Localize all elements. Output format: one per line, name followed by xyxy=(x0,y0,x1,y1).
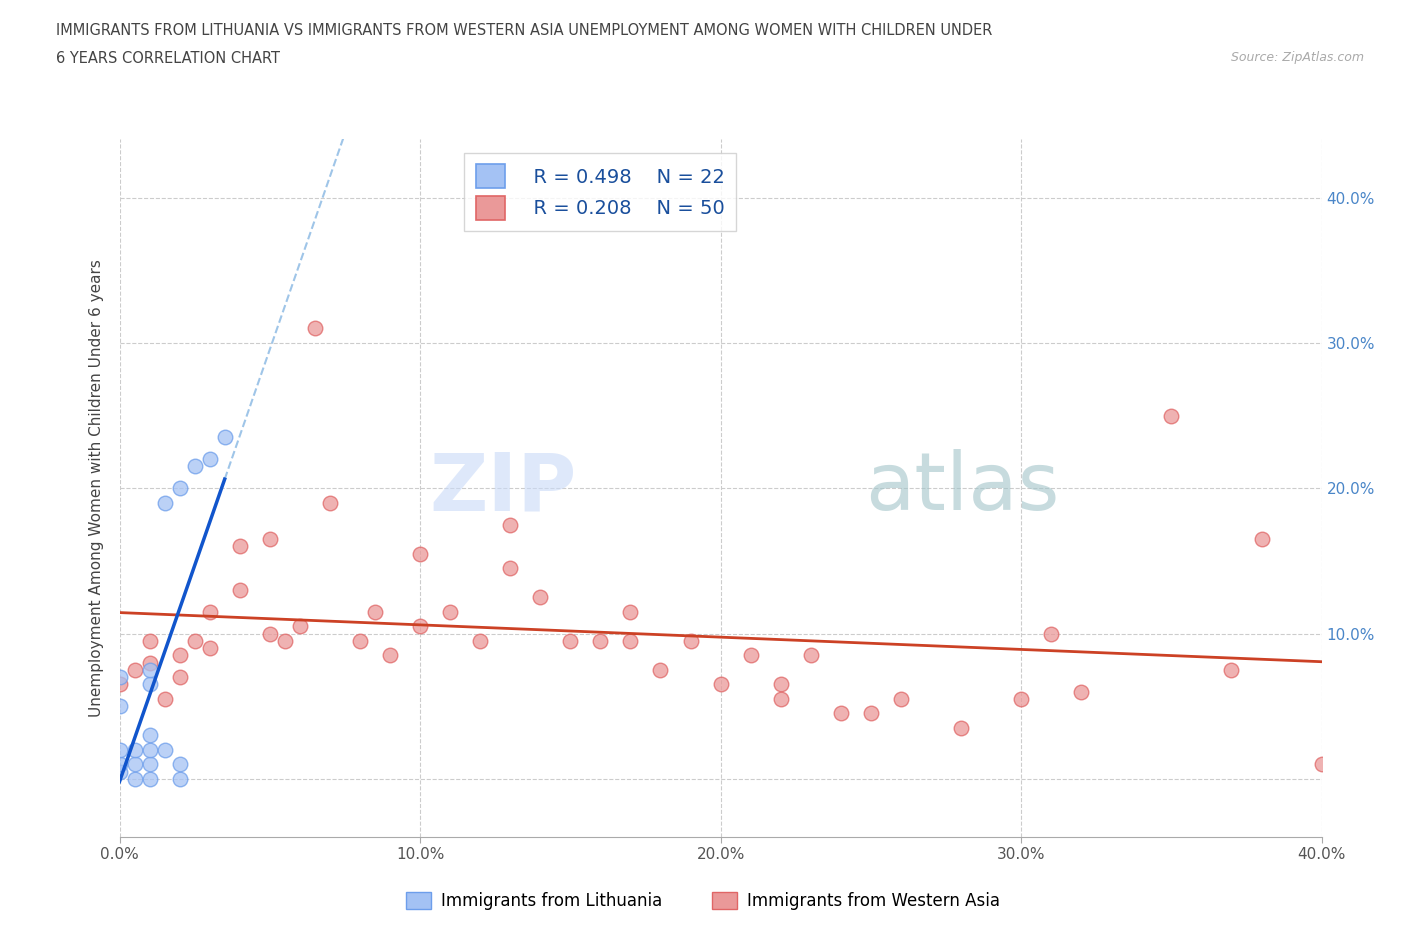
Point xyxy=(439,604,461,619)
Point xyxy=(499,517,522,532)
Point xyxy=(153,692,176,707)
Point xyxy=(138,633,160,648)
Point xyxy=(304,321,326,336)
Point xyxy=(1250,532,1272,547)
Point xyxy=(214,430,236,445)
Point xyxy=(138,662,160,677)
Point xyxy=(679,633,702,648)
Point xyxy=(108,742,131,757)
Point xyxy=(138,742,160,757)
Point xyxy=(769,677,792,692)
Point xyxy=(138,757,160,772)
Point xyxy=(1040,626,1063,641)
Point xyxy=(890,692,912,707)
Point xyxy=(409,618,432,633)
Point xyxy=(183,633,205,648)
Point xyxy=(138,772,160,787)
Point xyxy=(183,459,205,474)
Point xyxy=(859,706,882,721)
Text: atlas: atlas xyxy=(865,449,1059,527)
Point xyxy=(950,721,973,736)
Point xyxy=(153,742,176,757)
Point xyxy=(1010,692,1032,707)
Point xyxy=(169,670,191,684)
Y-axis label: Unemployment Among Women with Children Under 6 years: Unemployment Among Women with Children U… xyxy=(89,259,104,717)
Point xyxy=(499,561,522,576)
Text: Source: ZipAtlas.com: Source: ZipAtlas.com xyxy=(1230,51,1364,64)
Point xyxy=(169,757,191,772)
Point xyxy=(108,757,131,772)
Point xyxy=(138,656,160,671)
Point xyxy=(138,677,160,692)
Point xyxy=(228,582,252,597)
Legend:   R = 0.498    N = 22,   R = 0.208    N = 50: R = 0.498 N = 22, R = 0.208 N = 50 xyxy=(464,153,737,232)
Point xyxy=(709,677,731,692)
Point xyxy=(740,648,762,663)
Point xyxy=(138,728,160,743)
Point xyxy=(619,633,641,648)
Point xyxy=(108,764,131,779)
Point xyxy=(198,641,221,656)
Point xyxy=(124,772,146,787)
Point xyxy=(619,604,641,619)
Point xyxy=(650,662,672,677)
Point xyxy=(364,604,387,619)
Point xyxy=(288,618,311,633)
Point xyxy=(169,481,191,496)
Point xyxy=(124,742,146,757)
Point xyxy=(274,633,297,648)
Point xyxy=(108,670,131,684)
Text: ZIP: ZIP xyxy=(429,449,576,527)
Point xyxy=(409,546,432,561)
Text: 6 YEARS CORRELATION CHART: 6 YEARS CORRELATION CHART xyxy=(56,51,280,66)
Point xyxy=(349,633,371,648)
Point xyxy=(124,662,146,677)
Point xyxy=(1160,408,1182,423)
Point xyxy=(259,626,281,641)
Point xyxy=(228,539,252,554)
Point xyxy=(108,698,131,713)
Point xyxy=(169,648,191,663)
Point xyxy=(198,604,221,619)
Point xyxy=(108,677,131,692)
Point xyxy=(589,633,612,648)
Point xyxy=(259,532,281,547)
Point xyxy=(124,757,146,772)
Point xyxy=(1220,662,1243,677)
Point xyxy=(830,706,852,721)
Point xyxy=(800,648,823,663)
Point xyxy=(378,648,401,663)
Point xyxy=(169,772,191,787)
Point xyxy=(769,692,792,707)
Point xyxy=(198,452,221,467)
Point xyxy=(153,496,176,511)
Point xyxy=(319,496,342,511)
Point xyxy=(1070,684,1092,699)
Text: IMMIGRANTS FROM LITHUANIA VS IMMIGRANTS FROM WESTERN ASIA UNEMPLOYMENT AMONG WOM: IMMIGRANTS FROM LITHUANIA VS IMMIGRANTS … xyxy=(56,23,993,38)
Legend: Immigrants from Lithuania, Immigrants from Western Asia: Immigrants from Lithuania, Immigrants fr… xyxy=(399,885,1007,917)
Point xyxy=(529,590,551,604)
Point xyxy=(560,633,582,648)
Point xyxy=(1310,757,1333,772)
Point xyxy=(468,633,492,648)
